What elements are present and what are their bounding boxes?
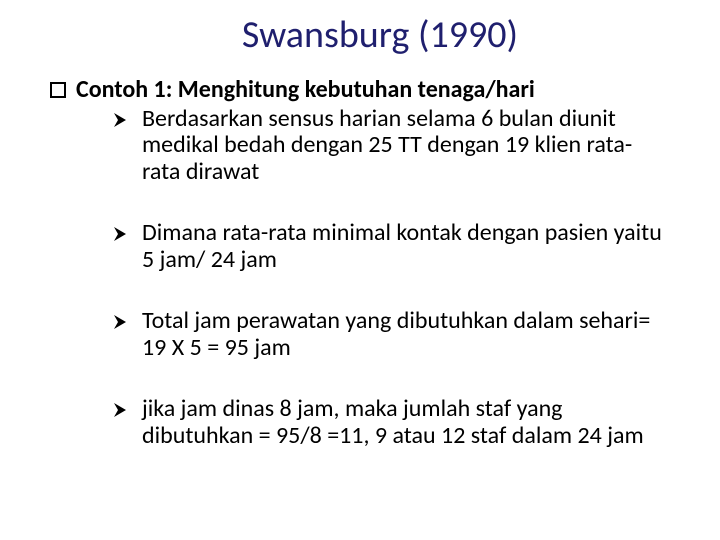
checkbox-icon [50,82,66,98]
list-item-text: Dimana rata-rata minimal kontak dengan p… [142,220,670,274]
content-area: Contoh 1: Menghitung kebutuhan tenaga/ha… [50,76,670,449]
arrow-icon [112,401,130,419]
arrow-icon [112,225,130,243]
sub-list: Berdasarkan sensus harian selama 6 bulan… [112,106,670,450]
top-bullet-row: Contoh 1: Menghitung kebutuhan tenaga/ha… [50,76,670,104]
arrow-icon [112,111,130,129]
list-item: jika jam dinas 8 jam, maka jumlah staf y… [112,396,670,450]
list-item-text: Berdasarkan sensus harian selama 6 bulan… [142,106,670,187]
list-item-text: jika jam dinas 8 jam, maka jumlah staf y… [142,396,670,450]
list-item: Total jam perawatan yang dibutuhkan dala… [112,308,670,362]
top-bullet-text: Contoh 1: Menghitung kebutuhan tenaga/ha… [76,76,535,104]
arrow-icon [112,313,130,331]
list-item: Berdasarkan sensus harian selama 6 bulan… [112,106,670,187]
list-item-text: Total jam perawatan yang dibutuhkan dala… [142,308,670,362]
list-item: Dimana rata-rata minimal kontak dengan p… [112,220,670,274]
slide-title: Swansburg (1990) [90,12,670,58]
